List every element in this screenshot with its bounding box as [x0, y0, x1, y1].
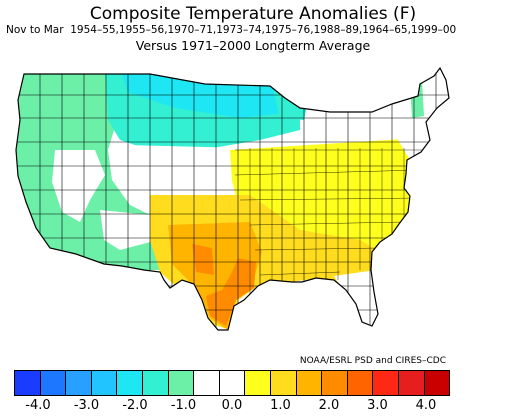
great-basin-region [52, 150, 105, 222]
new-england-cool-patch [410, 80, 424, 118]
south-texas-region [206, 258, 256, 326]
climate-division-lines [16, 68, 449, 330]
anomaly-fill-layer [16, 70, 449, 330]
legend-tick-label: 2.0 [318, 398, 340, 413]
legend-tick-label: 1.0 [270, 398, 291, 413]
legend-swatch [168, 371, 195, 395]
county-detail-lines [234, 148, 430, 300]
northeast-region [392, 70, 449, 160]
legend-tick-label: 3.0 [367, 398, 388, 413]
baseline-line: Versus 1971–2000 Longterm Average [135, 38, 371, 53]
legend-swatch [373, 371, 399, 395]
legend-swatch [142, 371, 169, 395]
legend-swatch [40, 371, 67, 395]
legend-swatch [347, 371, 374, 395]
years-line: Nov to Mar 1954–55,1955–56,1970–71,1973–… [6, 24, 456, 36]
texas-region [168, 222, 262, 330]
us-anomaly-map [15, 67, 450, 331]
legend-swatch [296, 371, 323, 395]
legend-swatch [245, 371, 271, 395]
legend-tick-label: 4.0 [415, 398, 437, 413]
legend-tick-label: 0.0 [221, 398, 243, 413]
legend-swatch [91, 371, 118, 395]
source-credit: NOAA/ESRL PSD and CIRES–CDC [299, 356, 446, 366]
legend-tick-label: -4.0 [25, 398, 51, 413]
arizona-region [100, 210, 158, 250]
legend-tick-label: -2.0 [122, 398, 148, 413]
legend-tick-labels: -4.0 -3.0 -2.0 -1.0 0.0 1.0 2.0 3.0 4.0 [0, 398, 506, 416]
central-plains-region [125, 145, 245, 200]
legend-swatch [424, 371, 450, 395]
west-texas-hotspot [192, 244, 214, 275]
color-legend [14, 370, 450, 396]
figure-title: Composite Temperature Anomalies (F) [89, 4, 417, 24]
legend-swatch [398, 371, 425, 395]
legend-swatch [66, 371, 92, 395]
legend-swatch [322, 371, 348, 395]
legend-swatch [194, 371, 220, 395]
legend-swatch [219, 371, 246, 395]
legend-swatch [270, 371, 297, 395]
period-label: Nov to Mar [6, 24, 64, 36]
legend-swatch [15, 371, 41, 395]
legend-tick-label: -3.0 [73, 398, 100, 413]
legend-swatch [117, 371, 143, 395]
years-list: 1954–55,1955–56,1970–71,1973–74,1975–76,… [70, 24, 457, 36]
legend-tick-label: -1.0 [170, 398, 197, 413]
